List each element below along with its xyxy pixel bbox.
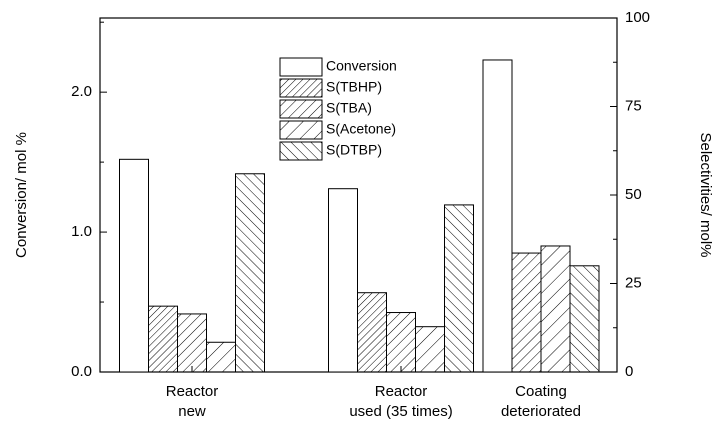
legend-label: S(Acetone) [326, 121, 396, 137]
bar [206, 341, 236, 373]
y2-tick-label: 75 [625, 97, 642, 114]
x-tick-label: Reactor [375, 383, 428, 400]
legend-swatch [279, 141, 323, 161]
bar [235, 173, 265, 373]
x-tick-label: new [178, 403, 206, 420]
legend-swatch [279, 57, 323, 77]
y2-tick-label: 50 [625, 186, 642, 203]
bar [511, 252, 542, 373]
y2-tick-label: 100 [625, 9, 650, 26]
bar [328, 188, 358, 373]
legend-label: Conversion [326, 58, 397, 74]
bar [177, 313, 207, 373]
bar [357, 292, 387, 373]
bar [444, 204, 474, 373]
y-tick-label: 2.0 [71, 83, 92, 100]
y-tick-label: 1.0 [71, 223, 92, 240]
legend-swatch [279, 78, 323, 98]
x-tick-label: Coating [515, 383, 567, 400]
bar [540, 245, 571, 373]
legend-label: S(TBHP) [326, 79, 382, 95]
y-axis-label: Conversion/ mol % [13, 132, 30, 258]
legend-swatch [279, 99, 323, 119]
y2-axis-label: Selectivities/ mol% [697, 132, 714, 257]
y2-tick-label: 25 [625, 274, 642, 291]
legend: Conversion S(TBHP) S(TBA) S(Acetone) S(DTBP) [279, 57, 397, 161]
bar [482, 59, 513, 373]
bar [415, 326, 445, 373]
x-tick-label: deteriorated [501, 403, 581, 420]
bar [148, 305, 178, 373]
bar [386, 312, 416, 373]
legend-swatch [279, 120, 323, 140]
legend-label: S(DTBP) [326, 142, 382, 158]
legend-label: S(TBA) [326, 100, 372, 116]
x-tick-label: used (35 times) [349, 403, 452, 420]
y2-tick-label: 0 [625, 363, 633, 380]
bar [119, 158, 149, 373]
bar [569, 265, 600, 373]
x-tick-label: Reactor [166, 383, 219, 400]
y-tick-label: 0.0 [71, 363, 92, 380]
